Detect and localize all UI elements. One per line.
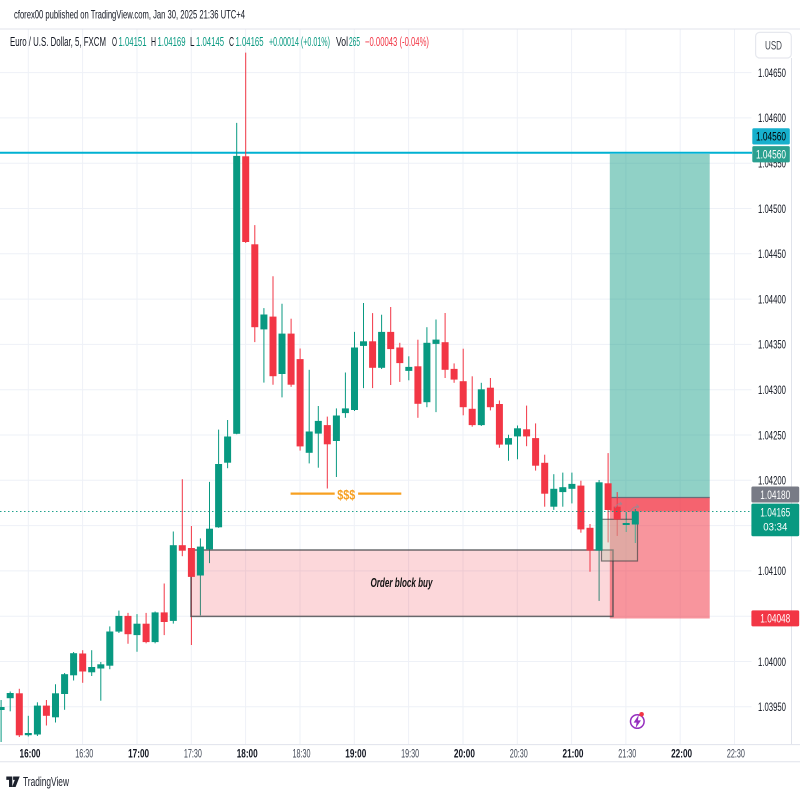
svg-text:1.04600: 1.04600: [758, 111, 786, 125]
svg-text:1.04500: 1.04500: [758, 202, 786, 216]
svg-text:16:30: 16:30: [75, 749, 93, 761]
svg-text:1.04450: 1.04450: [758, 247, 786, 261]
svg-text:21:30: 21:30: [618, 749, 636, 761]
svg-text:19:30: 19:30: [401, 749, 419, 761]
svg-text:USD: USD: [765, 39, 782, 53]
svg-text:21:00: 21:00: [563, 747, 584, 761]
svg-text:Order block buy: Order block buy: [371, 575, 433, 590]
svg-text:1.04200: 1.04200: [758, 474, 786, 488]
svg-text:22:00: 22:00: [671, 747, 692, 761]
svg-text:1.04180: 1.04180: [760, 488, 790, 502]
svg-text:+0.00014 (+0.01%): +0.00014 (+0.01%): [269, 35, 330, 49]
svg-text:18:30: 18:30: [293, 749, 311, 761]
svg-text:Euro / U.S. Dollar, 5, FXCM: Euro / U.S. Dollar, 5, FXCM: [10, 35, 106, 49]
svg-text:22:30: 22:30: [727, 749, 745, 761]
svg-text:Vol: Vol: [336, 35, 348, 49]
svg-text:18:00: 18:00: [237, 747, 258, 761]
svg-text:H: H: [151, 35, 156, 49]
svg-text:20:30: 20:30: [510, 749, 528, 761]
svg-text:1.04250: 1.04250: [758, 428, 786, 442]
svg-text:1.04650: 1.04650: [758, 66, 786, 80]
svg-text:1.04169: 1.04169: [158, 35, 186, 49]
svg-text:−0.00043 (-0.04%): −0.00043 (-0.04%): [365, 35, 429, 49]
svg-text:TradingView: TradingView: [23, 775, 70, 789]
svg-text:17:00: 17:00: [128, 747, 149, 761]
svg-text:1.03950: 1.03950: [758, 700, 786, 714]
svg-text:1.04350: 1.04350: [758, 338, 786, 352]
svg-text:16:00: 16:00: [20, 747, 41, 761]
svg-text:1.04151: 1.04151: [119, 35, 147, 49]
svg-text:1.04165: 1.04165: [236, 35, 264, 49]
svg-text:1.04560: 1.04560: [756, 130, 786, 144]
svg-text:265: 265: [349, 35, 360, 49]
svg-text:O: O: [112, 35, 117, 49]
svg-text:cforex00 published on TradingV: cforex00 published on TradingView.com, J…: [14, 8, 245, 22]
svg-text:17:30: 17:30: [184, 749, 202, 761]
svg-text:1.04100: 1.04100: [758, 564, 786, 578]
svg-text:C: C: [229, 35, 234, 49]
svg-text:L: L: [190, 35, 195, 49]
svg-text:1.04000: 1.04000: [758, 655, 786, 669]
svg-text:1.04400: 1.04400: [758, 292, 786, 306]
svg-text:20:00: 20:00: [454, 747, 475, 761]
svg-text:$$$: $$$: [337, 487, 355, 503]
svg-text:19:00: 19:00: [345, 747, 366, 761]
svg-text:1.04048: 1.04048: [760, 612, 790, 626]
svg-text:1.04560: 1.04560: [756, 148, 786, 162]
svg-text:1.04145: 1.04145: [196, 35, 224, 49]
svg-text:03:34: 03:34: [763, 522, 787, 534]
svg-text:1.04165: 1.04165: [760, 505, 790, 519]
svg-text:1.04300: 1.04300: [758, 383, 786, 397]
